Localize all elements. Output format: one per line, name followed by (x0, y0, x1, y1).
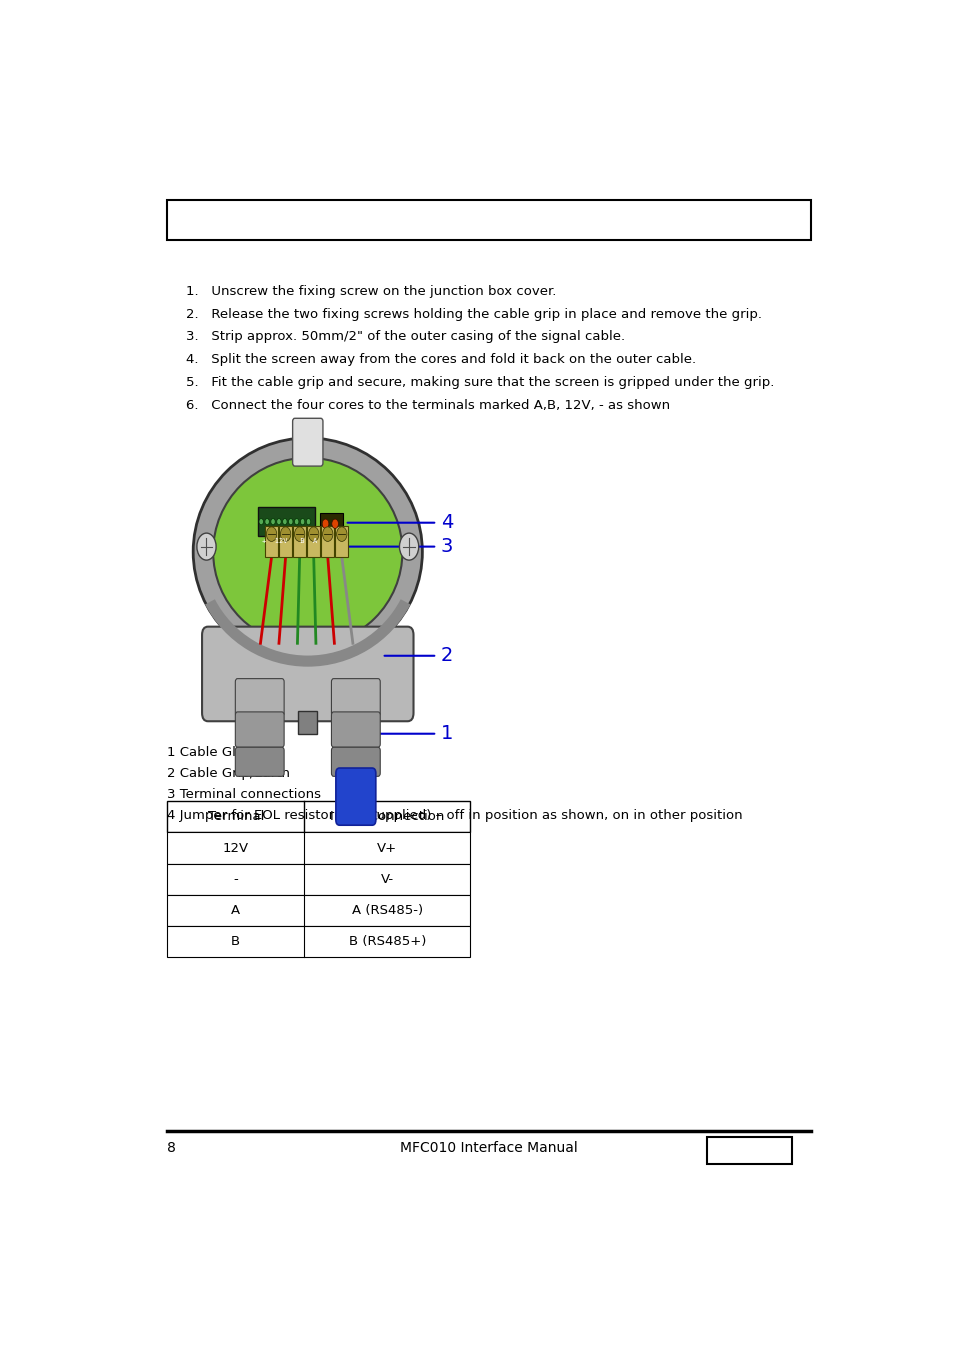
Circle shape (294, 526, 305, 541)
FancyBboxPatch shape (331, 748, 380, 776)
Circle shape (282, 518, 287, 525)
Text: B: B (231, 936, 240, 948)
Text: 1: 1 (440, 724, 453, 744)
FancyBboxPatch shape (331, 679, 380, 716)
Text: A (RS485-): A (RS485-) (352, 904, 422, 917)
Bar (167, 802, 470, 833)
Bar (167, 833, 470, 864)
Text: 2 Cable Grip/Earth: 2 Cable Grip/Earth (167, 767, 290, 780)
FancyBboxPatch shape (335, 768, 375, 825)
Circle shape (332, 518, 338, 528)
Text: V-: V- (380, 872, 394, 886)
Text: Terminal: Terminal (208, 810, 264, 824)
Text: A: A (231, 904, 240, 917)
Text: 4.   Split the screen away from the cores and fold it back on the outer cable.: 4. Split the screen away from the cores … (186, 354, 695, 366)
Circle shape (308, 526, 318, 541)
Circle shape (336, 526, 347, 541)
Circle shape (300, 518, 305, 525)
FancyBboxPatch shape (293, 418, 323, 466)
Text: 2: 2 (440, 647, 453, 666)
Bar (167, 895, 470, 926)
Text: 4: 4 (440, 513, 453, 532)
Text: 1.   Unscrew the fixing screw on the junction box cover.: 1. Unscrew the fixing screw on the junct… (186, 285, 556, 297)
FancyBboxPatch shape (235, 748, 284, 776)
Circle shape (322, 526, 333, 541)
Circle shape (276, 518, 281, 525)
Circle shape (196, 533, 216, 560)
Bar (278, 525, 292, 558)
Text: 2.   Release the two fixing screws holding the cable grip in place and remove th: 2. Release the two fixing screws holding… (186, 308, 761, 320)
Bar (335, 525, 348, 558)
Text: B (RS485+): B (RS485+) (348, 936, 425, 948)
Circle shape (399, 533, 418, 560)
Circle shape (265, 518, 269, 525)
Ellipse shape (213, 458, 402, 645)
Bar (167, 200, 810, 240)
Text: 8: 8 (167, 1141, 176, 1156)
Bar (298, 711, 317, 734)
Bar (265, 525, 278, 558)
Circle shape (271, 518, 275, 525)
Circle shape (322, 518, 329, 528)
Bar (257, 508, 314, 536)
Text: MFC010 Interface Manual: MFC010 Interface Manual (399, 1141, 578, 1156)
Ellipse shape (193, 437, 422, 666)
Circle shape (266, 526, 276, 541)
FancyBboxPatch shape (202, 626, 413, 721)
Text: KROHNE: KROHNE (716, 1143, 781, 1157)
Text: 12V: 12V (222, 841, 249, 855)
Circle shape (288, 518, 293, 525)
Circle shape (280, 526, 291, 541)
Circle shape (294, 518, 298, 525)
Text: Input Connection: Input Connection (330, 810, 444, 824)
FancyBboxPatch shape (235, 711, 284, 748)
Text: 5.   Fit the cable grip and secure, making sure that the screen is gripped under: 5. Fit the cable grip and secure, making… (186, 377, 773, 389)
Bar (307, 525, 320, 558)
Bar (706, 1137, 791, 1164)
Text: 3 Terminal connections: 3 Terminal connections (167, 788, 321, 801)
Text: +  12V   B  A: + 12V B A (261, 539, 316, 544)
Text: 1 Cable Gland: 1 Cable Gland (167, 747, 261, 759)
Bar (293, 525, 306, 558)
Text: V+: V+ (376, 841, 396, 855)
Bar (167, 864, 470, 895)
Text: -: - (233, 872, 238, 886)
Bar (321, 525, 335, 558)
Circle shape (258, 518, 263, 525)
FancyBboxPatch shape (331, 711, 380, 748)
Text: 4 Jumper for EOL resistor (not supplied) – off in position as shown, on in other: 4 Jumper for EOL resistor (not supplied)… (167, 809, 742, 822)
Circle shape (306, 518, 311, 525)
Text: 6.   Connect the four cores to the terminals marked A,B, 12V, - as shown: 6. Connect the four cores to the termina… (186, 400, 669, 412)
FancyBboxPatch shape (235, 679, 284, 716)
Bar (320, 513, 342, 535)
Text: 3.   Strip approx. 50mm/2" of the outer casing of the signal cable.: 3. Strip approx. 50mm/2" of the outer ca… (186, 331, 624, 343)
Text: 3: 3 (440, 537, 453, 556)
Bar (167, 926, 470, 957)
